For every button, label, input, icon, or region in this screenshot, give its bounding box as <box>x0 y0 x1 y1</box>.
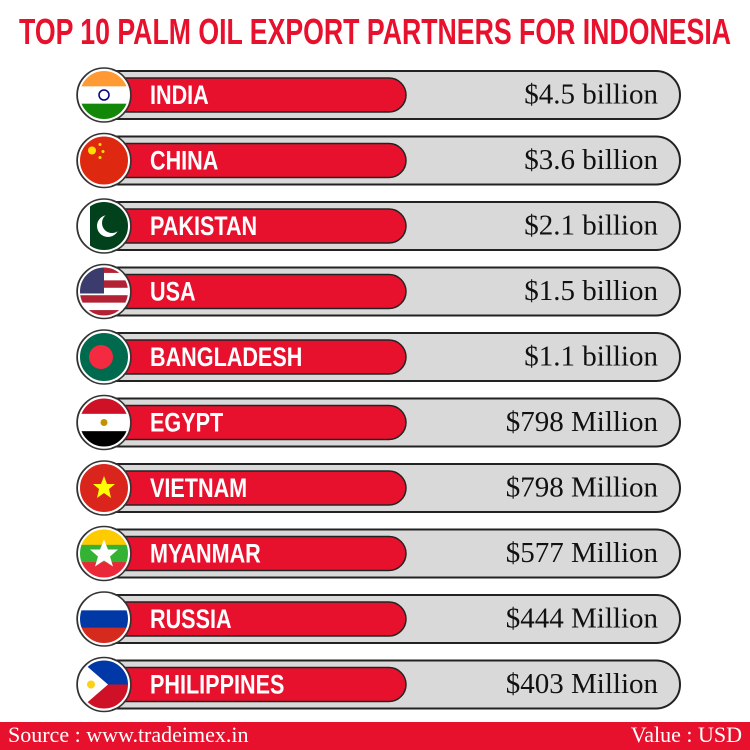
row: MYANMAR $577 Million <box>76 525 681 582</box>
flag-outline <box>76 263 132 320</box>
flag <box>76 460 132 516</box>
row: BANGLADESH $1.1 billion <box>76 329 681 385</box>
export-value: $4.5 billion <box>524 79 658 111</box>
export-value: $1.1 billion <box>524 341 658 373</box>
flag-symbol <box>102 213 122 233</box>
flag <box>76 591 132 647</box>
country-name: EGYPT <box>150 408 223 438</box>
row: USA $1.5 billion <box>76 263 681 320</box>
flag-outline <box>76 198 132 254</box>
flag-outline <box>76 394 132 451</box>
flag-ring <box>78 593 130 645</box>
flag-symbol <box>93 476 115 498</box>
flag-art <box>79 266 129 317</box>
flag <box>76 329 132 385</box>
row-band <box>99 601 407 637</box>
row: EGYPT $798 Million <box>76 394 681 451</box>
row-band <box>99 404 407 441</box>
flag-art <box>79 201 129 251</box>
flag-ring <box>78 658 130 711</box>
row: INDIA $4.5 billion <box>76 67 681 123</box>
row-band <box>99 273 407 310</box>
flag-stripe <box>79 135 129 186</box>
flag-art <box>79 463 129 513</box>
flag <box>76 132 132 189</box>
flag <box>76 525 132 582</box>
row: PAKISTAN $2.1 billion <box>76 198 681 254</box>
flag-symbol <box>90 539 118 567</box>
flag-stripe <box>79 86 129 105</box>
flag-ring <box>78 69 130 121</box>
country-name: CHINA <box>150 146 218 176</box>
flag-symbol <box>101 150 105 153</box>
country-name: BANGLADESH <box>150 343 302 373</box>
flag-symbol <box>88 146 96 155</box>
flag-symbol <box>98 143 102 146</box>
flag-stripe <box>79 295 129 304</box>
flag-outline <box>76 67 132 123</box>
flag-outline <box>76 132 132 189</box>
flag-stripe <box>79 310 129 317</box>
country-name: VIETNAM <box>150 474 247 504</box>
flag <box>76 394 132 451</box>
flag-ring <box>78 462 130 514</box>
flag-symbol <box>87 680 95 689</box>
flag <box>76 263 132 320</box>
country-name: RUSSIA <box>150 605 232 635</box>
flag-art <box>79 135 129 186</box>
country-name: PHILIPPINES <box>150 670 284 700</box>
flag-symbol <box>100 419 108 426</box>
export-value: $3.6 billion <box>524 144 658 176</box>
flag-ring <box>78 200 130 252</box>
export-value: $798 Million <box>506 472 659 504</box>
flag-outline <box>76 329 132 385</box>
flag-outline <box>76 656 132 713</box>
export-value: $798 Million <box>506 406 659 438</box>
export-value: $577 Million <box>506 537 659 569</box>
flag-outline <box>76 525 132 582</box>
flag-ring <box>78 527 130 580</box>
row-band <box>99 142 407 179</box>
row: PHILIPPINES $403 Million <box>76 656 681 713</box>
flag <box>76 67 132 123</box>
flag-ring <box>78 134 130 187</box>
country-name: MYANMAR <box>150 539 261 569</box>
flag-symbol <box>89 345 113 369</box>
flag-ring <box>78 331 130 383</box>
country-name: INDIA <box>150 81 209 111</box>
flag-outline <box>76 460 132 516</box>
flag-art <box>79 332 129 382</box>
unit: Value : USD <box>631 722 742 747</box>
source: Source : www.tradeimex.in <box>8 722 249 747</box>
title: TOP 10 PALM OIL EXPORT PARTNERS FOR INDO… <box>19 11 731 52</box>
row: VIETNAM $798 Million <box>76 460 681 516</box>
row: RUSSIA $444 Million <box>76 591 681 647</box>
country-name: PAKISTAN <box>150 212 257 242</box>
flag-ring <box>78 265 130 318</box>
flag-symbol <box>79 201 90 251</box>
export-value: $1.5 billion <box>524 275 658 307</box>
flag-symbol <box>98 156 102 159</box>
row-band <box>99 77 407 113</box>
flag-stripe <box>79 610 129 629</box>
flag-stripe <box>79 302 129 311</box>
row: CHINA $3.6 billion <box>76 132 681 189</box>
flag <box>76 656 132 713</box>
flag-outline <box>76 591 132 647</box>
flag <box>76 198 132 254</box>
footer-band <box>0 722 750 750</box>
export-value: $444 Million <box>506 603 659 635</box>
export-value: $403 Million <box>506 668 659 700</box>
row-band <box>99 470 407 506</box>
country-name: USA <box>150 277 196 307</box>
export-value: $2.1 billion <box>524 210 658 242</box>
flag-ring <box>78 396 130 449</box>
flag-symbol <box>98 89 110 101</box>
